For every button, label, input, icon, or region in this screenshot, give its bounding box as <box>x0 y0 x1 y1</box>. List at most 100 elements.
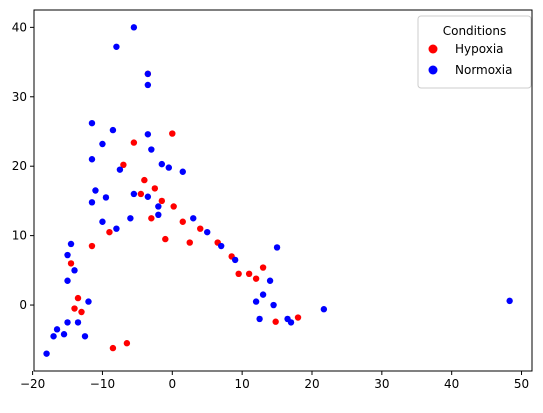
x-tick-label: 0 <box>168 377 176 391</box>
point-normoxia <box>320 306 328 313</box>
point-hypoxia <box>88 242 96 250</box>
point-normoxia <box>109 126 117 134</box>
point-normoxia <box>130 24 138 31</box>
point-hypoxia <box>67 260 75 267</box>
point-normoxia <box>113 225 120 232</box>
point-normoxia <box>266 277 274 284</box>
point-normoxia <box>85 298 92 305</box>
y-tick-label: 0 <box>19 298 27 312</box>
point-hypoxia <box>123 340 131 347</box>
point-normoxia <box>99 140 106 148</box>
point-normoxia <box>60 331 68 338</box>
legend-marker-hypoxia <box>428 44 438 54</box>
point-normoxia <box>256 315 263 323</box>
point-hypoxia <box>130 139 138 146</box>
point-hypoxia <box>197 225 204 232</box>
point-hypoxia <box>148 215 155 222</box>
point-hypoxia <box>259 264 267 271</box>
point-normoxia <box>155 211 162 218</box>
point-normoxia <box>88 156 96 163</box>
point-normoxia <box>144 193 152 200</box>
point-hypoxia <box>245 270 253 278</box>
point-normoxia <box>231 256 239 264</box>
point-hypoxia <box>106 228 113 236</box>
point-normoxia <box>88 199 96 206</box>
point-normoxia <box>81 333 89 340</box>
point-normoxia <box>148 146 155 153</box>
point-normoxia <box>144 70 152 78</box>
point-hypoxia <box>272 318 279 325</box>
point-normoxia <box>506 297 513 305</box>
legend-box <box>417 15 532 89</box>
point-hypoxia <box>162 235 169 243</box>
point-normoxia <box>144 131 152 138</box>
point-hypoxia <box>252 275 260 282</box>
point-hypoxia <box>109 344 117 352</box>
point-hypoxia <box>74 294 82 302</box>
point-normoxia <box>204 228 211 236</box>
point-normoxia <box>64 319 71 326</box>
point-normoxia <box>92 187 99 194</box>
point-normoxia <box>273 244 281 251</box>
point-normoxia <box>270 301 277 309</box>
legend-title: Conditions <box>443 24 507 38</box>
point-normoxia <box>158 160 166 168</box>
point-normoxia <box>67 240 75 248</box>
point-hypoxia <box>186 239 193 246</box>
point-normoxia <box>50 333 57 340</box>
x-tick-label: −20 <box>20 377 45 391</box>
point-hypoxia <box>179 218 186 225</box>
point-normoxia <box>252 298 260 305</box>
point-normoxia <box>155 203 162 210</box>
point-normoxia <box>287 319 295 326</box>
point-hypoxia <box>294 314 302 321</box>
y-tick-label: 40 <box>12 20 27 34</box>
point-hypoxia <box>120 161 127 169</box>
point-hypoxia <box>158 197 166 205</box>
point-normoxia <box>190 215 197 222</box>
point-normoxia <box>71 267 78 274</box>
point-normoxia <box>130 190 138 198</box>
point-hypoxia <box>137 190 145 198</box>
point-normoxia <box>179 168 186 175</box>
y-tick-label: 10 <box>12 229 27 243</box>
point-hypoxia <box>151 185 159 192</box>
point-hypoxia <box>169 130 176 137</box>
point-normoxia <box>53 326 61 333</box>
point-normoxia <box>113 43 120 50</box>
x-tick-label: −10 <box>90 377 115 391</box>
legend-label-normoxia: Normoxia <box>455 63 513 77</box>
points-layer <box>43 24 513 357</box>
point-hypoxia <box>170 203 177 210</box>
point-normoxia <box>127 215 134 222</box>
point-normoxia <box>74 319 82 326</box>
x-tick-label: 20 <box>304 377 319 391</box>
point-normoxia <box>43 350 50 357</box>
point-normoxia <box>144 81 152 89</box>
point-hypoxia <box>235 270 242 278</box>
x-tick-label: 50 <box>514 377 529 391</box>
x-tick-label: 40 <box>444 377 459 391</box>
legend-marker-normoxia <box>428 65 438 75</box>
axes-layer: −20 −10 0 10 20 30 40 50 0 10 20 30 40 <box>12 9 533 391</box>
axes-frame <box>33 9 533 372</box>
point-normoxia <box>99 218 106 225</box>
point-normoxia <box>116 166 124 173</box>
point-normoxia <box>165 164 172 171</box>
point-normoxia <box>217 242 225 250</box>
point-hypoxia <box>78 308 85 316</box>
point-normoxia <box>88 119 96 127</box>
legend: Conditions Hypoxia Normoxia <box>417 15 532 89</box>
point-normoxia <box>64 277 71 284</box>
point-hypoxia <box>71 305 78 312</box>
point-normoxia <box>64 251 71 259</box>
point-normoxia <box>102 194 110 201</box>
y-tick-label: 30 <box>12 90 27 104</box>
legend-label-hypoxia: Hypoxia <box>455 42 504 56</box>
x-tick-label: 10 <box>234 377 249 391</box>
point-hypoxia <box>141 176 148 184</box>
point-normoxia <box>259 291 267 298</box>
x-tick-label: 30 <box>374 377 389 391</box>
y-tick-label: 20 <box>12 159 27 173</box>
